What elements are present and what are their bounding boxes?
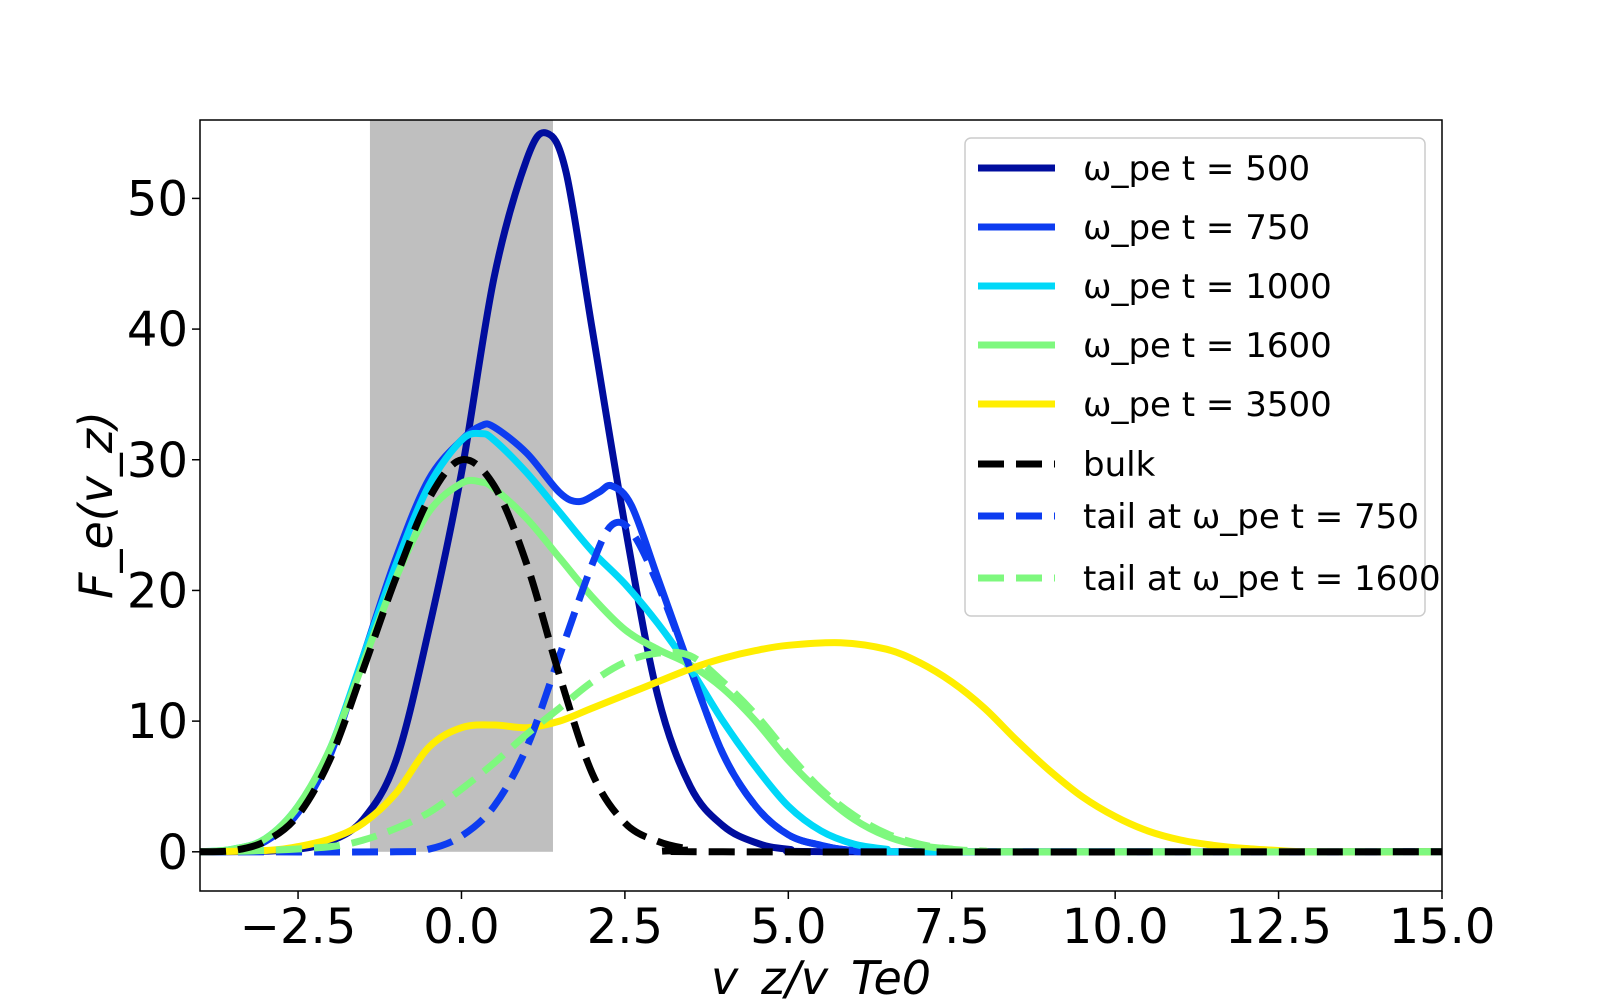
- y-tick-label: 10: [127, 694, 188, 750]
- series-line-bulk: [200, 456, 1442, 856]
- y-tick-label: 20: [127, 563, 188, 619]
- y-axis-label: F_e(v_z): [69, 411, 123, 599]
- x-tick-label: −2.5: [240, 899, 357, 955]
- legend-label-pe-t-500: ω_pe t = 500: [1083, 149, 1310, 189]
- x-axis-label: v_z/v_Te0: [711, 951, 931, 1000]
- x-tick-label: 0.0: [423, 899, 499, 955]
- legend-label-pe-t-1000: ω_pe t = 1000: [1083, 267, 1332, 307]
- x-tick-label: 12.5: [1225, 899, 1332, 955]
- y-tick-label: 40: [127, 302, 188, 358]
- legend-box: [964, 137, 1426, 617]
- series-group: [200, 120, 1442, 856]
- legend-label-pe-t-1600: ω_pe t = 1600: [1083, 326, 1332, 366]
- y-tick-label: 30: [127, 433, 188, 489]
- x-tick-label: 7.5: [914, 899, 990, 955]
- legend-label-tail-at-pe-t-750: tail at ω_pe t = 750: [1083, 497, 1419, 537]
- legend-label-pe-t-3500: ω_pe t = 3500: [1083, 385, 1332, 425]
- legend-label-tail-at-pe-t-1600: tail at ω_pe t = 1600: [1083, 559, 1441, 599]
- plot-area: [200, 120, 1442, 856]
- legend-label-bulk: bulk: [1083, 445, 1156, 485]
- y-tick-label: 0: [157, 825, 188, 881]
- x-tick-label: 2.5: [587, 899, 663, 955]
- x-tick-label: 10.0: [1062, 899, 1169, 955]
- axes: −2.5 0.0 2.5 5.0 7.5 10.0 12.5 15.0 0 10 20 30 40 50: [127, 171, 1496, 955]
- plot-frame: [199, 119, 1443, 892]
- legend: ω_pe t = 500 ω_pe t = 750 ω_pe t = 1000 ω_p…: [964, 137, 1441, 617]
- series-line-tail-at-pe-t-1600: [200, 648, 1442, 856]
- series-line-tail-at-pe-t-750: [200, 518, 1442, 856]
- x-tick-label: 15.0: [1389, 899, 1496, 955]
- legend-label-pe-t-750: ω_pe t = 750: [1083, 208, 1310, 248]
- series-line-pe-t-3500: [200, 639, 1442, 856]
- y-tick-label: 50: [127, 171, 188, 227]
- x-tick-label: 5.0: [750, 899, 826, 955]
